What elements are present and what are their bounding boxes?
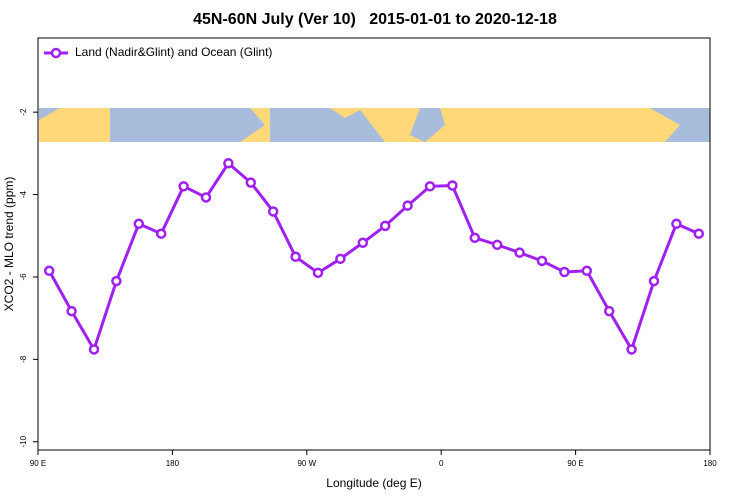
data-point (155, 228, 167, 239)
data-point (469, 232, 481, 244)
data-point (424, 181, 436, 192)
chart-title: 45N-60N July (Ver 10) 2015-01-01 to 2020… (193, 11, 557, 28)
data-point (267, 206, 279, 217)
plot-frame (37, 37, 711, 451)
x-tick-label: 90 E (567, 459, 583, 468)
data-point (559, 266, 570, 278)
data-point (693, 228, 705, 239)
series-line (47, 160, 700, 354)
data-point (447, 180, 458, 191)
data-point (491, 239, 503, 251)
data-point (290, 251, 301, 263)
x-tick-label: 90 W (297, 459, 316, 468)
legend-marker (50, 47, 62, 59)
data-point (133, 218, 145, 230)
data-point (648, 275, 660, 287)
y-tick-label: -8 (19, 355, 28, 363)
legend: Land (Nadir&Glint) and Ocean (Glint) (44, 45, 272, 59)
x-tick-label: 90 E (30, 459, 46, 468)
data-point (514, 247, 525, 258)
data-point (88, 344, 100, 355)
data-point (603, 305, 615, 317)
data-point (178, 181, 189, 192)
map-band (39, 108, 710, 142)
legend-label: Land (Nadir&Glint) and Ocean (Glint) (75, 45, 272, 59)
y-tick-label: -4 (19, 190, 28, 198)
y-tick-label: -6 (19, 273, 28, 281)
data-point (43, 265, 55, 277)
data-point (312, 267, 324, 279)
data-point (536, 255, 548, 267)
data-point (671, 218, 682, 230)
data-point (581, 265, 593, 277)
y-axis-label: XCO2 - MLO trend (ppm) (2, 177, 16, 312)
data-point (66, 305, 77, 317)
data-point (245, 177, 257, 188)
data-point (335, 253, 346, 265)
x-tick-label: 0 (439, 459, 444, 468)
data-point (357, 237, 369, 249)
data-point (111, 275, 122, 287)
data-point (223, 157, 234, 169)
data-point (402, 200, 413, 211)
y-tick-label: -2 (19, 108, 28, 116)
y-tick-label: -10 (19, 435, 28, 447)
x-tick-label: 180 (166, 459, 180, 468)
data-point (379, 220, 391, 232)
data-point (626, 344, 637, 355)
x-axis-label: Longitude (deg E) (326, 476, 421, 490)
x-tick-label: 180 (703, 459, 717, 468)
data-point (200, 192, 212, 203)
